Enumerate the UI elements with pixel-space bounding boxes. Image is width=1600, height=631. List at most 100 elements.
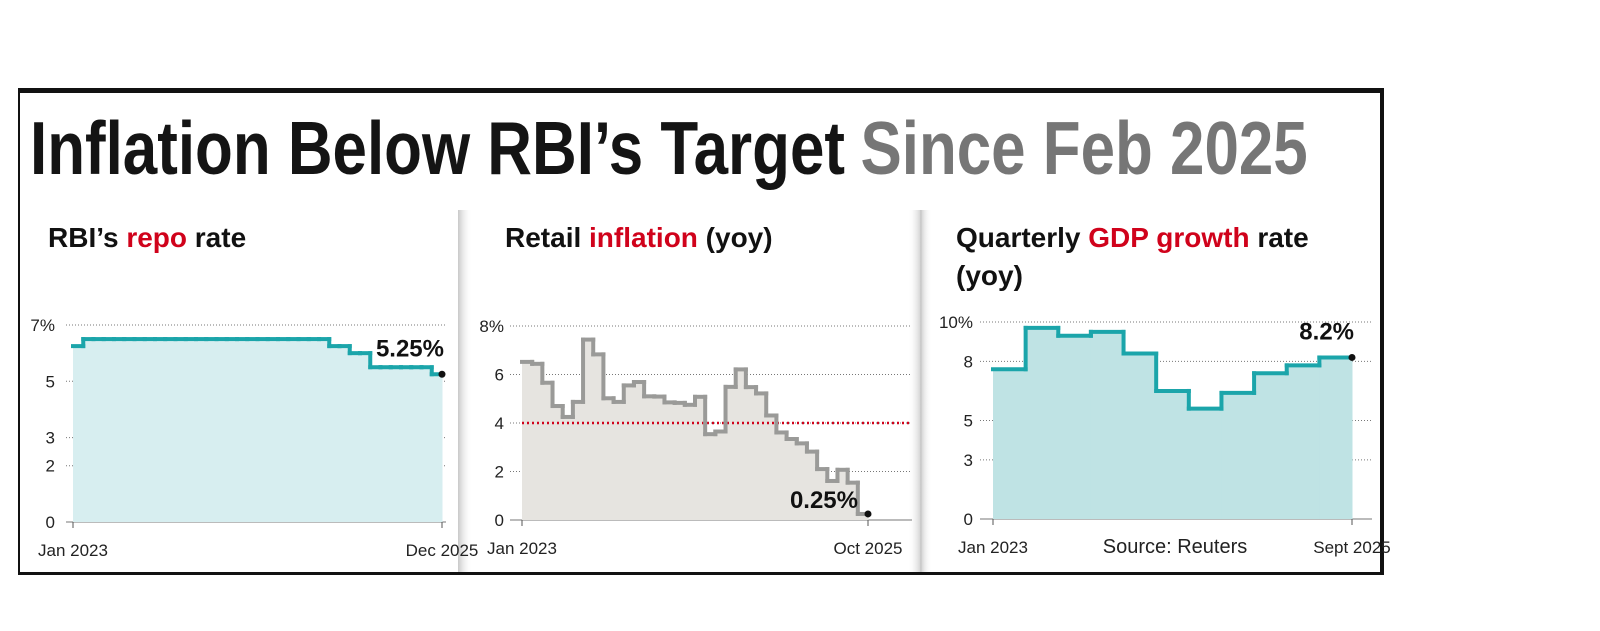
- area-fill: [806, 451, 818, 520]
- area-fill: [857, 513, 869, 520]
- area-fill: [583, 339, 594, 520]
- panel-shadow: [920, 210, 932, 572]
- chart-title-part: (yoy): [698, 222, 773, 253]
- headline-part: Since Feb 2025: [860, 105, 1307, 190]
- area-fill: [1221, 392, 1255, 519]
- area-fill: [847, 482, 859, 520]
- area-fill: [175, 339, 187, 522]
- chart-title-part: Quarterly: [956, 222, 1088, 253]
- x-tick-label: Sept 2025: [1313, 538, 1391, 557]
- area-fill: [298, 339, 310, 522]
- chart-title-part: GDP growth: [1088, 222, 1249, 253]
- area-fill: [165, 339, 176, 522]
- area-fill: [552, 406, 564, 520]
- chart-title-line2: (yoy): [956, 260, 1023, 291]
- area-fill: [1123, 353, 1157, 519]
- area-fill: [349, 353, 361, 522]
- area-fill: [103, 339, 115, 522]
- area-fill: [114, 339, 125, 522]
- y-tick-label: 2: [495, 463, 504, 482]
- chart-title: Retail inflation (yoy): [505, 222, 773, 253]
- area-fill: [756, 393, 767, 520]
- area-fill: [1286, 365, 1320, 519]
- area-fill: [185, 339, 197, 522]
- area-fill: [196, 339, 207, 522]
- area-fill: [623, 385, 635, 520]
- y-tick-label: 0: [495, 511, 504, 530]
- x-tick-label: Oct 2025: [834, 539, 903, 558]
- end-dot: [864, 510, 872, 518]
- area-fill: [837, 469, 849, 520]
- headline: Inflation Below RBI’s Target Since Feb 20…: [30, 105, 1308, 190]
- y-tick-label: 3: [964, 451, 973, 470]
- area-fill: [735, 369, 747, 520]
- area-fill: [124, 339, 135, 522]
- value-label: 0.25%: [790, 487, 858, 514]
- area-fill: [278, 339, 289, 522]
- area-fill: [633, 382, 645, 520]
- value-label: 8.2%: [1299, 318, 1354, 345]
- area-fill: [155, 339, 166, 522]
- y-tick-label: 6: [495, 366, 504, 385]
- area-fill: [390, 367, 402, 522]
- area-fill: [725, 386, 737, 520]
- area-fill: [216, 339, 228, 522]
- panel-shadow: [908, 210, 922, 572]
- y-tick-label: 4: [495, 414, 504, 433]
- frame-left: [18, 88, 20, 575]
- area-fill: [817, 469, 828, 520]
- area-fill: [288, 339, 299, 522]
- x-tick-label: Jan 2023: [487, 539, 557, 558]
- area-fill: [593, 354, 604, 520]
- area-fill: [308, 339, 320, 522]
- chart-title-part: repo: [126, 222, 187, 253]
- area-fill: [786, 439, 798, 520]
- area-fill: [319, 339, 330, 522]
- area-fill: [776, 432, 788, 520]
- area-fill: [572, 401, 584, 520]
- area-fill: [827, 480, 838, 520]
- area-fill: [796, 443, 808, 520]
- area-fill: [684, 404, 696, 520]
- area-fill: [1156, 390, 1190, 519]
- y-tick-label: 5: [46, 372, 55, 391]
- area-fill: [206, 339, 217, 522]
- area-fill: [339, 346, 351, 522]
- end-dot: [1348, 353, 1356, 361]
- area-fill: [613, 401, 625, 520]
- x-tick-label: Dec 2025: [406, 541, 479, 560]
- area-fill: [267, 339, 279, 522]
- frame-top: [18, 88, 1384, 93]
- chart-title-part: RBI’s: [48, 222, 126, 253]
- area-fill: [542, 382, 554, 520]
- area-fill: [329, 346, 340, 522]
- area-fill: [1319, 357, 1353, 519]
- area-fill: [766, 415, 777, 520]
- area-fill: [73, 346, 84, 522]
- y-tick-label: 7%: [30, 316, 55, 335]
- y-tick-label: 0: [964, 510, 973, 529]
- area-fill: [603, 398, 615, 520]
- area-fill: [421, 367, 433, 522]
- chart-title-part: rate: [1250, 222, 1309, 253]
- chart-title: Quarterly GDP growth rate: [956, 222, 1309, 253]
- y-tick-label: 8%: [479, 317, 504, 336]
- source: Source: Reuters: [1103, 536, 1248, 558]
- area-fill: [257, 339, 269, 522]
- area-fill: [1025, 327, 1059, 519]
- area-fill: [83, 339, 94, 522]
- area-fill: [247, 339, 258, 522]
- area-fill: [380, 367, 392, 522]
- value-label: 5.25%: [376, 335, 444, 362]
- y-tick-label: 2: [46, 457, 55, 476]
- chart-title: RBI’s repo rate: [48, 222, 246, 253]
- area-fill: [695, 396, 706, 520]
- chart-title-part: Retail: [505, 222, 589, 253]
- area-fill: [134, 339, 146, 522]
- area-fill: [644, 396, 655, 520]
- end-dot: [438, 370, 446, 378]
- area-fill: [1254, 373, 1288, 519]
- area-fill: [654, 396, 665, 520]
- frame-right: [1380, 88, 1384, 575]
- area-fill: [562, 416, 574, 520]
